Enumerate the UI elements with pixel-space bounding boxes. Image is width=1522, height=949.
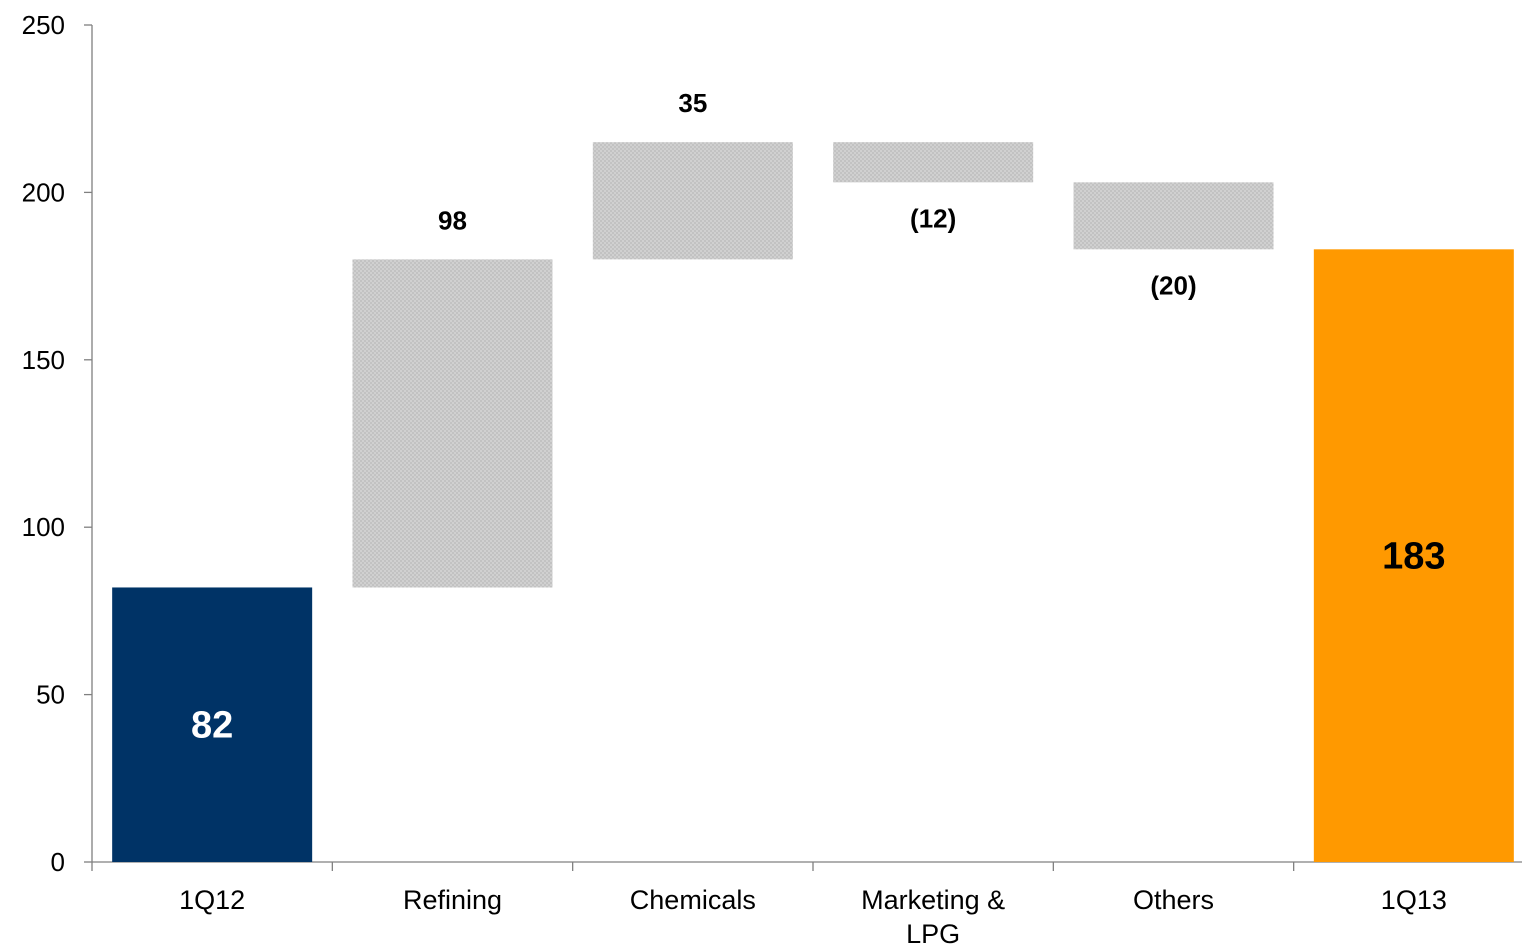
y-tick-label: 150 — [22, 345, 65, 375]
data-labels: 82 98 35 (12) (20) 183 — [191, 88, 1446, 747]
delta-bar — [352, 259, 553, 588]
x-tick-label: Others — [1133, 885, 1214, 915]
bars — [112, 142, 1514, 863]
total-bar — [112, 587, 313, 862]
delta-bar — [592, 142, 793, 260]
data-label: (20) — [1150, 270, 1196, 300]
x-tick-label: Chemicals — [630, 885, 756, 915]
axes: 0 50 100 150 200 250 1Q12 Refining Chemicals Mark… — [22, 10, 1522, 949]
delta-bar — [833, 142, 1034, 183]
y-tick-label: 200 — [22, 177, 65, 207]
data-label: 82 — [191, 705, 233, 747]
x-tick-label: Refining — [403, 885, 502, 915]
x-tick-label: 1Q13 — [1381, 885, 1447, 915]
total-bar — [1313, 249, 1514, 863]
y-tick-label: 50 — [36, 680, 65, 710]
y-tick-label: 100 — [22, 512, 65, 542]
data-label: (12) — [910, 203, 956, 233]
x-tick-label: Marketing & LPG — [861, 885, 1005, 949]
y-tick-label: 0 — [51, 847, 65, 877]
x-tick-label: 1Q12 — [179, 885, 245, 915]
data-label: 35 — [678, 88, 707, 118]
data-label: 183 — [1382, 536, 1445, 578]
delta-bar — [1073, 182, 1274, 250]
data-label: 98 — [438, 205, 467, 235]
y-tick-label: 250 — [22, 10, 65, 40]
